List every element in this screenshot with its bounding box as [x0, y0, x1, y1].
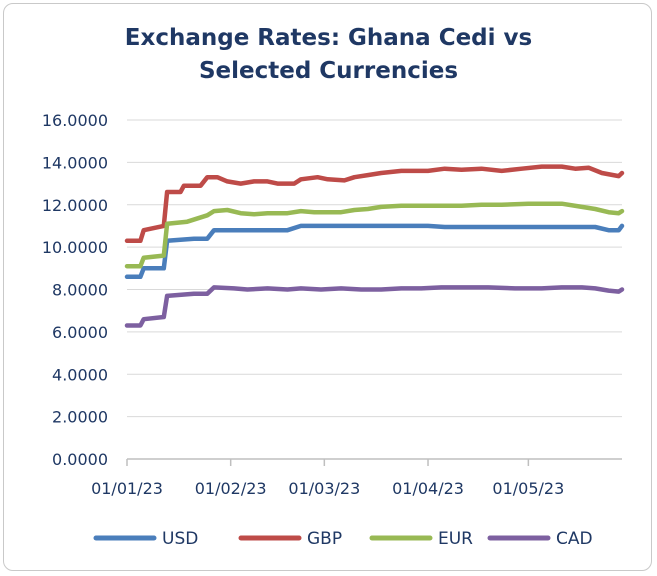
y-tick-label: 14.0000	[42, 153, 108, 172]
y-tick-label: 2.0000	[52, 408, 108, 427]
legend: USD GBP EUR CAD	[93, 529, 593, 549]
chart-title: Exchange Rates: Ghana Cedi vs Selected C…	[0, 22, 657, 88]
x-tick-label: 01/03/23	[288, 479, 360, 498]
y-tick-label: 0.0000	[52, 450, 108, 469]
series-line-gbp	[124, 164, 625, 244]
series-line-usd	[124, 223, 625, 280]
series-line-eur	[124, 201, 625, 269]
x-tick-label: 01/04/23	[392, 479, 464, 498]
legend-label-eur: EUR	[438, 529, 473, 549]
y-tick-label: 8.0000	[52, 281, 108, 300]
y-tick-label: 4.0000	[52, 365, 108, 384]
x-tick-label: 01/05/23	[492, 479, 564, 498]
legend-label-usd: USD	[162, 529, 198, 549]
series-line-cad	[124, 285, 625, 328]
x-tick-label: 01/01/23	[91, 479, 163, 498]
x-tick-label: 01/02/23	[195, 479, 267, 498]
y-axis: 0.0000 2.0000 4.0000 6.0000 8.0000 10.0000 12.…	[42, 111, 108, 469]
y-tick-label: 12.0000	[42, 196, 108, 215]
chart-title-line-1: Exchange Rates: Ghana Cedi vs	[124, 25, 533, 51]
legend-label-cad: CAD	[556, 529, 593, 549]
legend-label-gbp: GBP	[307, 529, 342, 549]
x-axis: 01/01/23 01/02/23 01/03/23 01/04/23 01/05/23	[91, 458, 622, 498]
series-lines	[124, 164, 625, 328]
chart-title-line-2: Selected Currencies	[198, 58, 459, 84]
y-tick-label: 6.0000	[52, 323, 108, 342]
y-tick-label: 10.0000	[42, 238, 108, 257]
y-tick-label: 16.0000	[42, 111, 108, 130]
